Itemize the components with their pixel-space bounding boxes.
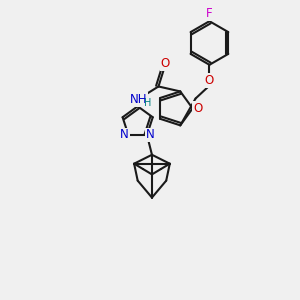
Text: O: O (193, 102, 202, 115)
Text: F: F (206, 7, 213, 20)
Text: N: N (146, 128, 154, 142)
Text: NH: NH (130, 93, 147, 106)
Text: N: N (120, 128, 129, 142)
Text: O: O (161, 57, 170, 70)
Text: H: H (144, 98, 151, 108)
Text: O: O (205, 74, 214, 87)
